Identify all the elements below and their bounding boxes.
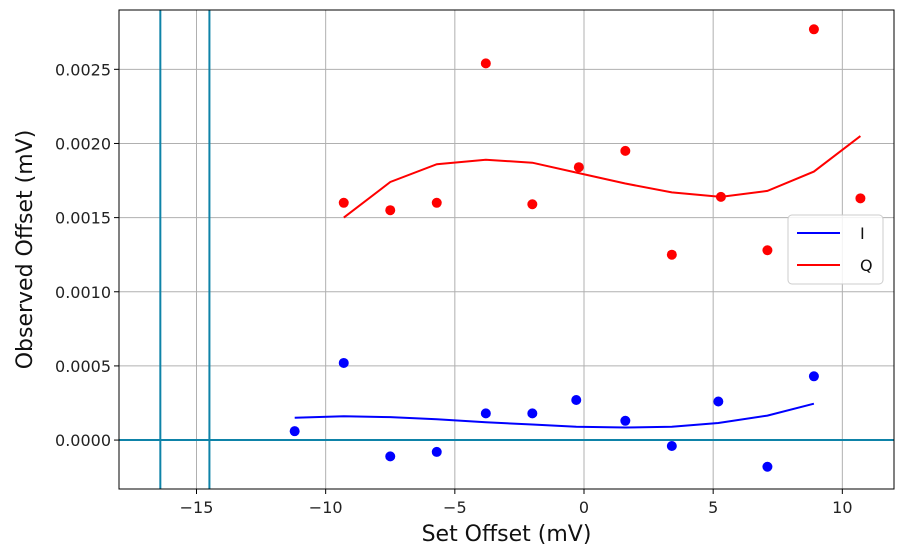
data-point-q	[808, 24, 819, 35]
data-point-i	[338, 357, 349, 368]
x-axis-label: Set Offset (mV)	[422, 522, 592, 547]
x-tick-label: 0	[579, 498, 589, 517]
fit-line-i	[294, 402, 815, 429]
data-point-q	[385, 205, 396, 216]
x-axis-ticks: −15 −10 −5 0 5 10	[180, 489, 853, 517]
y-tick-label: 0.0015	[55, 209, 111, 228]
legend-label-q: Q	[860, 256, 873, 275]
y-axis-ticks: 0.0000 0.0005 0.0010 0.0015 0.0020 0.0025	[55, 60, 119, 450]
data-point-i	[620, 415, 631, 426]
series-i	[289, 357, 819, 472]
data-point-q	[620, 145, 631, 156]
data-point-q	[338, 197, 349, 208]
fit-line-q	[343, 135, 862, 219]
x-tick-label: 5	[708, 498, 718, 517]
series-q	[338, 24, 866, 260]
legend: IQ	[787, 214, 884, 285]
plot-frame	[118, 9, 895, 490]
data-point-i	[431, 446, 442, 457]
x-tick-label: 10	[832, 498, 852, 517]
data-point-q	[715, 191, 726, 202]
data-point-q	[573, 162, 584, 173]
data-point-q	[480, 58, 491, 69]
data-point-q	[527, 199, 538, 210]
data-point-i	[527, 408, 538, 419]
data-point-i	[385, 451, 396, 462]
y-tick-label: 0.0025	[55, 60, 111, 79]
data-point-q	[431, 197, 442, 208]
data-point-i	[480, 408, 491, 419]
y-tick-label: 0.0010	[55, 283, 111, 302]
y-tick-label: 0.0000	[55, 431, 111, 450]
grid	[119, 10, 894, 489]
data-point-i	[289, 426, 300, 437]
data-point-q	[666, 249, 677, 260]
y-tick-label: 0.0005	[55, 357, 111, 376]
data-point-i	[713, 396, 724, 407]
data-point-i	[571, 395, 582, 406]
data-point-i	[808, 371, 819, 382]
y-tick-label: 0.0020	[55, 134, 111, 153]
x-tick-label: −10	[309, 498, 343, 517]
series-layer	[289, 24, 866, 472]
y-axis-label: Observed Offset (mV)	[13, 130, 38, 370]
reference-lines	[119, 10, 894, 489]
data-point-q	[855, 193, 866, 204]
data-point-i	[666, 440, 677, 451]
legend-label-i: I	[860, 224, 865, 243]
x-tick-label: −15	[180, 498, 214, 517]
data-point-q	[762, 245, 773, 256]
x-tick-label: −5	[443, 498, 467, 517]
data-point-i	[762, 461, 773, 472]
